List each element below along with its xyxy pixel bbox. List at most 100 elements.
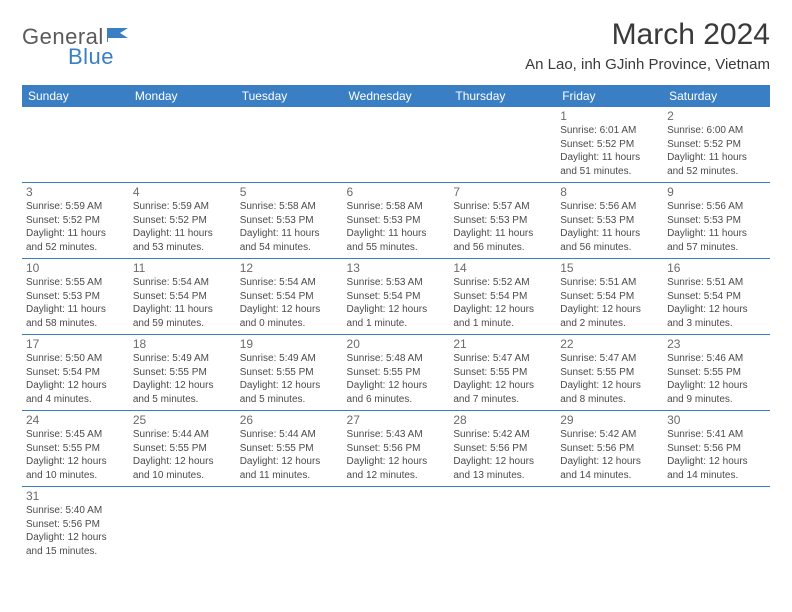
calendar-cell: 19Sunrise: 5:49 AMSunset: 5:55 PMDayligh… [236,335,343,411]
calendar-cell: 1Sunrise: 6:01 AMSunset: 5:52 PMDaylight… [556,107,663,183]
day-number: 31 [26,489,125,503]
day-number: 12 [240,261,339,275]
calendar-cell: 16Sunrise: 5:51 AMSunset: 5:54 PMDayligh… [663,259,770,335]
day-number: 6 [347,185,446,199]
day-number: 3 [26,185,125,199]
day-number: 15 [560,261,659,275]
day-info: Sunrise: 5:57 AMSunset: 5:53 PMDaylight:… [453,200,552,254]
day-number: 21 [453,337,552,351]
calendar-cell: 11Sunrise: 5:54 AMSunset: 5:54 PMDayligh… [129,259,236,335]
day-header: Monday [129,85,236,107]
day-info: Sunrise: 5:54 AMSunset: 5:54 PMDaylight:… [240,276,339,330]
header: General March 2024 An Lao, inh GJinh Pro… [22,18,770,81]
calendar-cell: 2Sunrise: 6:00 AMSunset: 5:52 PMDaylight… [663,107,770,183]
calendar-cell [343,487,450,563]
day-number: 5 [240,185,339,199]
day-info: Sunrise: 5:48 AMSunset: 5:55 PMDaylight:… [347,352,446,406]
day-info: Sunrise: 5:49 AMSunset: 5:55 PMDaylight:… [240,352,339,406]
day-header: Friday [556,85,663,107]
calendar-cell: 25Sunrise: 5:44 AMSunset: 5:55 PMDayligh… [129,411,236,487]
day-number: 7 [453,185,552,199]
day-number: 26 [240,413,339,427]
calendar-week: 17Sunrise: 5:50 AMSunset: 5:54 PMDayligh… [22,335,770,411]
day-info: Sunrise: 5:47 AMSunset: 5:55 PMDaylight:… [453,352,552,406]
calendar-cell: 28Sunrise: 5:42 AMSunset: 5:56 PMDayligh… [449,411,556,487]
calendar-cell: 13Sunrise: 5:53 AMSunset: 5:54 PMDayligh… [343,259,450,335]
calendar-cell: 8Sunrise: 5:56 AMSunset: 5:53 PMDaylight… [556,183,663,259]
calendar-cell: 5Sunrise: 5:58 AMSunset: 5:53 PMDaylight… [236,183,343,259]
calendar-cell [343,107,450,183]
day-info: Sunrise: 5:41 AMSunset: 5:56 PMDaylight:… [667,428,766,482]
day-number: 1 [560,109,659,123]
day-info: Sunrise: 5:42 AMSunset: 5:56 PMDaylight:… [453,428,552,482]
calendar-cell [129,487,236,563]
calendar-cell: 18Sunrise: 5:49 AMSunset: 5:55 PMDayligh… [129,335,236,411]
day-number: 27 [347,413,446,427]
day-info: Sunrise: 5:59 AMSunset: 5:52 PMDaylight:… [26,200,125,254]
calendar-cell: 17Sunrise: 5:50 AMSunset: 5:54 PMDayligh… [22,335,129,411]
day-header: Saturday [663,85,770,107]
day-info: Sunrise: 5:58 AMSunset: 5:53 PMDaylight:… [347,200,446,254]
day-info: Sunrise: 5:53 AMSunset: 5:54 PMDaylight:… [347,276,446,330]
day-number: 20 [347,337,446,351]
calendar-cell: 29Sunrise: 5:42 AMSunset: 5:56 PMDayligh… [556,411,663,487]
calendar-cell: 27Sunrise: 5:43 AMSunset: 5:56 PMDayligh… [343,411,450,487]
logo-row2: General Blue [22,24,104,56]
day-number: 16 [667,261,766,275]
calendar-cell: 6Sunrise: 5:58 AMSunset: 5:53 PMDaylight… [343,183,450,259]
day-info: Sunrise: 5:56 AMSunset: 5:53 PMDaylight:… [667,200,766,254]
calendar-cell [236,487,343,563]
day-number: 2 [667,109,766,123]
page-title: March 2024 [525,18,770,52]
calendar-cell: 21Sunrise: 5:47 AMSunset: 5:55 PMDayligh… [449,335,556,411]
calendar-cell: 10Sunrise: 5:55 AMSunset: 5:53 PMDayligh… [22,259,129,335]
day-info: Sunrise: 5:40 AMSunset: 5:56 PMDaylight:… [26,504,125,558]
calendar-cell: 9Sunrise: 5:56 AMSunset: 5:53 PMDaylight… [663,183,770,259]
day-info: Sunrise: 5:54 AMSunset: 5:54 PMDaylight:… [133,276,232,330]
calendar-cell: 20Sunrise: 5:48 AMSunset: 5:55 PMDayligh… [343,335,450,411]
day-info: Sunrise: 5:42 AMSunset: 5:56 PMDaylight:… [560,428,659,482]
calendar-cell [22,107,129,183]
day-header: Wednesday [343,85,450,107]
day-info: Sunrise: 5:44 AMSunset: 5:55 PMDaylight:… [133,428,232,482]
calendar-cell [129,107,236,183]
day-header: Thursday [449,85,556,107]
calendar-week: 10Sunrise: 5:55 AMSunset: 5:53 PMDayligh… [22,259,770,335]
day-number: 9 [667,185,766,199]
calendar-cell: 12Sunrise: 5:54 AMSunset: 5:54 PMDayligh… [236,259,343,335]
day-info: Sunrise: 5:46 AMSunset: 5:55 PMDaylight:… [667,352,766,406]
day-number: 14 [453,261,552,275]
calendar-week: 24Sunrise: 5:45 AMSunset: 5:55 PMDayligh… [22,411,770,487]
calendar-cell: 3Sunrise: 5:59 AMSunset: 5:52 PMDaylight… [22,183,129,259]
day-info: Sunrise: 5:55 AMSunset: 5:53 PMDaylight:… [26,276,125,330]
calendar-cell [556,487,663,563]
day-number: 28 [453,413,552,427]
logo-text-blue: Blue [68,44,114,70]
day-info: Sunrise: 6:00 AMSunset: 5:52 PMDaylight:… [667,124,766,178]
calendar-week: 31Sunrise: 5:40 AMSunset: 5:56 PMDayligh… [22,487,770,563]
calendar-cell [663,487,770,563]
day-info: Sunrise: 5:59 AMSunset: 5:52 PMDaylight:… [133,200,232,254]
day-number: 13 [347,261,446,275]
calendar-cell: 22Sunrise: 5:47 AMSunset: 5:55 PMDayligh… [556,335,663,411]
day-info: Sunrise: 5:58 AMSunset: 5:53 PMDaylight:… [240,200,339,254]
day-number: 22 [560,337,659,351]
calendar-cell: 30Sunrise: 5:41 AMSunset: 5:56 PMDayligh… [663,411,770,487]
location-text: An Lao, inh GJinh Province, Vietnam [525,56,770,73]
title-block: March 2024 An Lao, inh GJinh Province, V… [525,18,770,81]
day-info: Sunrise: 5:44 AMSunset: 5:55 PMDaylight:… [240,428,339,482]
day-info: Sunrise: 5:56 AMSunset: 5:53 PMDaylight:… [560,200,659,254]
calendar-cell: 14Sunrise: 5:52 AMSunset: 5:54 PMDayligh… [449,259,556,335]
calendar-cell: 26Sunrise: 5:44 AMSunset: 5:55 PMDayligh… [236,411,343,487]
calendar-cell: 23Sunrise: 5:46 AMSunset: 5:55 PMDayligh… [663,335,770,411]
day-number: 11 [133,261,232,275]
calendar-table: SundayMondayTuesdayWednesdayThursdayFrid… [22,85,770,562]
day-number: 24 [26,413,125,427]
day-info: Sunrise: 5:51 AMSunset: 5:54 PMDaylight:… [667,276,766,330]
day-number: 4 [133,185,232,199]
calendar-cell: 24Sunrise: 5:45 AMSunset: 5:55 PMDayligh… [22,411,129,487]
day-number: 17 [26,337,125,351]
calendar-cell: 15Sunrise: 5:51 AMSunset: 5:54 PMDayligh… [556,259,663,335]
day-number: 19 [240,337,339,351]
day-info: Sunrise: 5:51 AMSunset: 5:54 PMDaylight:… [560,276,659,330]
